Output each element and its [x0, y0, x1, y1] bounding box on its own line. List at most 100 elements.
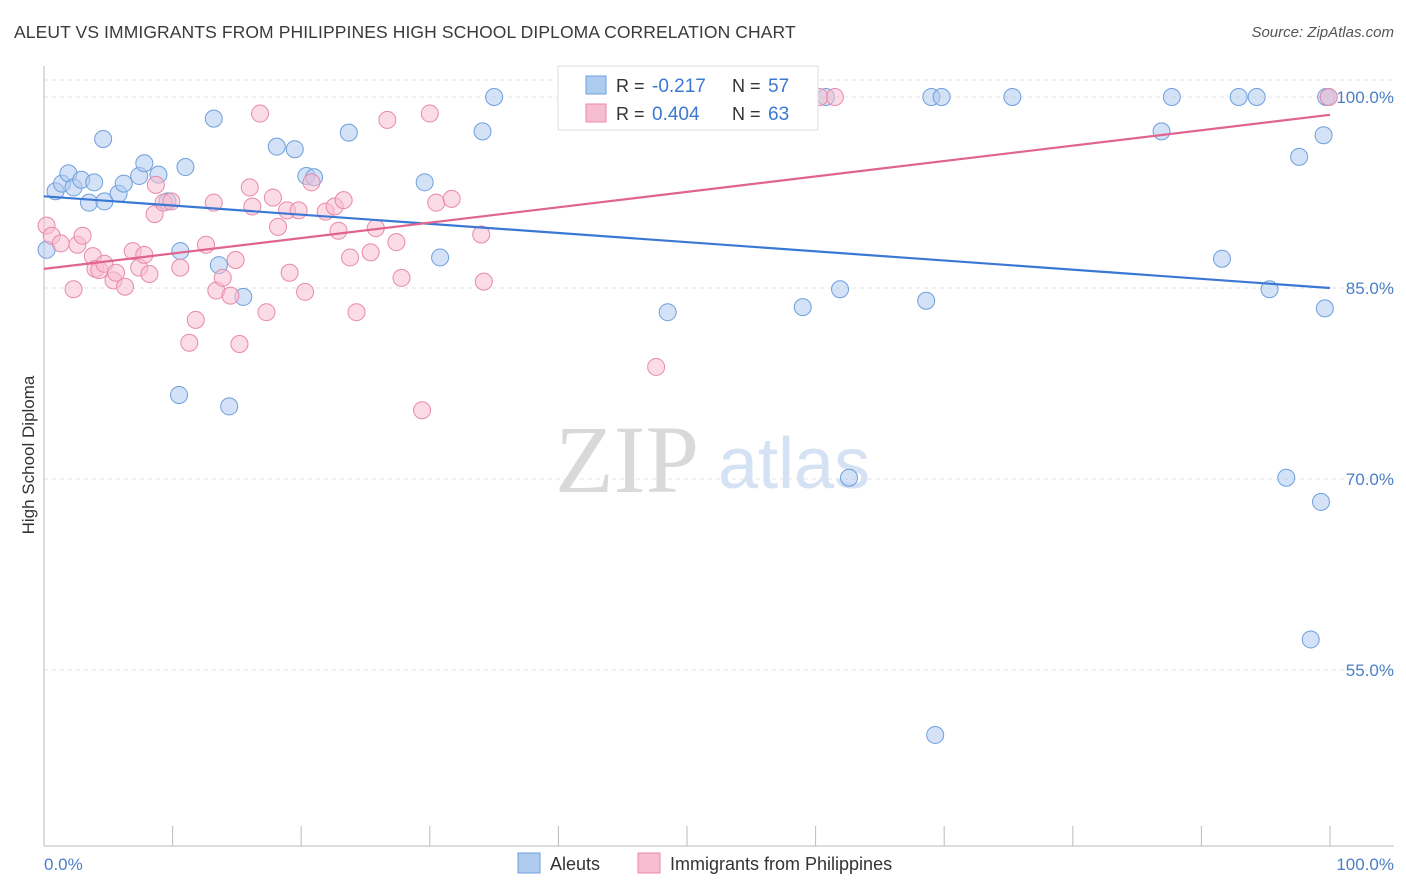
legend-swatch-aleuts — [517, 852, 541, 874]
legend-swatch-aleuts — [585, 75, 607, 95]
point-philippines — [341, 248, 360, 267]
point-aleuts — [932, 88, 951, 106]
point-aleuts — [285, 140, 304, 159]
point-philippines — [171, 258, 190, 277]
point-philippines — [347, 303, 366, 322]
legend-r-value: 0.404 — [652, 104, 700, 125]
watermark-zip: ZIP — [555, 406, 699, 513]
point-aleuts — [1212, 249, 1231, 268]
point-philippines — [289, 201, 308, 220]
point-aleuts — [485, 88, 504, 106]
point-philippines — [378, 110, 397, 129]
point-philippines — [472, 225, 491, 244]
x-tick-label: 0.0% — [44, 855, 83, 874]
legend-r-label: R = — [616, 104, 645, 124]
y-tick-label: 70.0% — [1346, 470, 1394, 489]
legend-series-philippines: Immigrants from Philippines — [670, 854, 892, 874]
point-aleuts — [176, 158, 195, 177]
point-philippines — [474, 272, 493, 291]
point-aleuts — [658, 303, 677, 322]
y-tick-label: 100.0% — [1336, 88, 1394, 107]
trend-lines — [43, 113, 1331, 290]
point-philippines — [146, 175, 165, 194]
point-aleuts — [1277, 468, 1296, 487]
point-philippines — [442, 189, 461, 208]
point-philippines — [302, 173, 321, 192]
series-legend: Aleuts Immigrants from Philippines — [517, 852, 892, 874]
y-axis-label: High School Diploma — [19, 375, 38, 534]
point-aleuts — [1311, 492, 1330, 511]
axes: 55.0% 70.0% 85.0% 100.0% 0.0% 100.0% — [43, 66, 1394, 874]
point-aleuts — [339, 123, 358, 142]
point-aleuts — [840, 468, 859, 487]
point-aleuts — [917, 291, 936, 310]
point-aleuts — [1247, 88, 1266, 106]
stats-legend: R = -0.217 N = 57 R = 0.404 N = 63 — [557, 65, 819, 131]
point-philippines — [204, 193, 223, 212]
point-aleuts — [1152, 122, 1171, 141]
legend-r-value: -0.217 — [652, 76, 706, 97]
point-philippines — [413, 401, 432, 420]
point-aleuts — [1162, 88, 1181, 106]
point-philippines — [257, 303, 276, 322]
point-aleuts — [1315, 299, 1334, 318]
point-aleuts — [204, 109, 223, 128]
point-philippines — [230, 335, 249, 354]
point-philippines — [240, 178, 259, 197]
point-philippines — [329, 221, 348, 240]
point-philippines — [162, 192, 181, 211]
point-philippines — [213, 268, 232, 287]
point-aleuts — [926, 725, 945, 744]
point-philippines — [387, 233, 406, 252]
point-aleuts — [1229, 88, 1248, 106]
point-philippines — [107, 263, 126, 282]
point-philippines — [263, 188, 282, 207]
point-aleuts — [220, 397, 239, 416]
point-aleuts — [114, 174, 133, 193]
point-philippines — [51, 234, 70, 253]
trend-line-aleuts — [43, 195, 1331, 290]
trend-line-philippines — [43, 113, 1331, 270]
point-philippines — [361, 243, 380, 262]
chart-title: ALEUT VS IMMIGRANTS FROM PHILIPPINES HIG… — [14, 22, 796, 42]
point-philippines — [251, 104, 270, 123]
point-aleuts — [1301, 630, 1320, 649]
legend-n-label: N = — [732, 104, 761, 124]
point-philippines — [334, 191, 353, 210]
point-aleuts — [1290, 147, 1309, 166]
point-aleuts — [831, 280, 850, 299]
legend-swatch-philippines — [585, 103, 607, 123]
point-philippines — [140, 264, 159, 283]
watermark-atlas: atlas — [718, 424, 870, 504]
source-credit: Source: ZipAtlas.com — [1251, 24, 1394, 41]
data-points — [37, 88, 1338, 744]
point-philippines — [420, 104, 439, 123]
point-philippines — [825, 88, 844, 106]
point-philippines — [180, 333, 199, 352]
legend-series-aleuts: Aleuts — [550, 854, 600, 874]
point-aleuts — [94, 130, 113, 149]
point-philippines — [1319, 88, 1338, 106]
point-aleuts — [793, 298, 812, 317]
y-tick-label: 85.0% — [1346, 279, 1394, 298]
point-aleuts — [431, 248, 450, 267]
point-aleuts — [80, 193, 99, 212]
point-philippines — [226, 250, 245, 269]
grid-lines — [44, 79, 1394, 671]
point-philippines — [186, 310, 205, 329]
y-tick-label: 55.0% — [1346, 661, 1394, 680]
point-aleuts — [1003, 88, 1022, 106]
point-aleuts — [135, 154, 154, 173]
legend-n-value: 57 — [768, 76, 789, 97]
point-aleuts — [473, 122, 492, 141]
point-philippines — [296, 282, 315, 301]
point-philippines — [116, 277, 135, 296]
point-aleuts — [415, 173, 434, 192]
legend-swatch-philippines — [637, 852, 661, 874]
point-philippines — [135, 245, 154, 264]
point-philippines — [392, 268, 411, 287]
legend-r-label: R = — [616, 76, 645, 96]
point-philippines — [269, 217, 288, 236]
watermark: ZIP atlas — [555, 406, 870, 513]
point-aleuts — [267, 137, 286, 156]
